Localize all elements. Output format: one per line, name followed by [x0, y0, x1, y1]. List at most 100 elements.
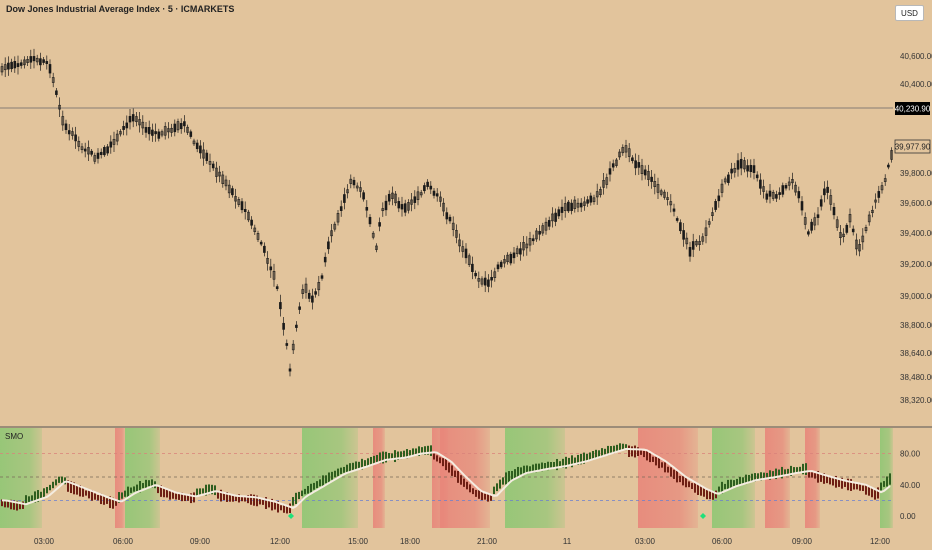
oscillator-bar	[319, 479, 321, 487]
candle-body	[279, 302, 282, 310]
oscillator-bar	[658, 457, 660, 469]
oscillator-bar	[223, 492, 225, 501]
oscillator-bar	[883, 481, 885, 487]
candle-body	[400, 204, 404, 210]
candle-body	[173, 123, 177, 133]
oscillator-bar	[403, 450, 405, 459]
oscillator-bar	[547, 461, 549, 471]
oscillator-bar	[448, 462, 450, 473]
oscillator-bar	[406, 449, 408, 459]
candle-body	[195, 142, 199, 150]
candle-body	[576, 202, 580, 208]
candle-body	[880, 185, 884, 191]
oscillator-bar	[805, 463, 807, 475]
candle-body	[656, 184, 660, 193]
candle-body	[883, 178, 887, 182]
candle-body	[647, 171, 650, 180]
candle-body	[791, 179, 794, 184]
candle-body	[771, 191, 775, 199]
oscillator-bar	[553, 461, 555, 469]
candle-body	[659, 190, 663, 195]
candle-body	[10, 61, 13, 70]
candle-body	[151, 129, 154, 136]
oscillator-bar	[592, 450, 594, 460]
oscillator-bar	[760, 472, 762, 481]
candle-body	[602, 180, 605, 188]
oscillator-bar	[91, 490, 93, 501]
candle-body	[890, 150, 893, 160]
oscillator-bar	[580, 453, 582, 465]
candle-body	[183, 121, 186, 127]
candle-body	[723, 178, 727, 183]
candle-body	[682, 230, 685, 240]
candle-body	[701, 236, 705, 242]
oscillator-bar	[736, 478, 738, 486]
oscillator-bar	[244, 496, 246, 502]
candle-body	[109, 141, 113, 148]
candle-body	[243, 209, 247, 212]
candle-body	[794, 184, 797, 193]
oscillator-bar	[589, 452, 591, 461]
candle-body	[231, 188, 234, 196]
oscillator-bar	[400, 451, 402, 460]
candle-body	[13, 60, 17, 69]
oscillator-bar	[733, 480, 735, 487]
oscillator-bar	[343, 466, 345, 473]
candle-body	[736, 160, 740, 170]
oscillator-bar	[889, 473, 891, 485]
candle-body	[557, 209, 561, 217]
candle-body	[615, 159, 618, 166]
oscillator-bar	[694, 482, 696, 493]
oscillator-bar	[871, 488, 873, 498]
candle-body	[567, 201, 570, 212]
candle-body	[343, 194, 346, 203]
candle-body	[887, 164, 890, 168]
oscillator-bar	[172, 491, 174, 499]
candle-body	[346, 189, 349, 194]
oscillator-bar	[742, 477, 744, 484]
candle-body	[403, 203, 407, 213]
last-price-label: 40,230.90	[895, 105, 931, 114]
oscillator-bar	[697, 484, 699, 495]
oscillator-bar	[88, 490, 90, 499]
candle-body	[544, 221, 548, 231]
time-tick-label: 12:00	[270, 537, 291, 546]
oscillator-bar	[490, 494, 492, 501]
oscillator-bars	[1, 443, 891, 514]
oscillator-bar	[508, 471, 510, 483]
candle-body	[375, 245, 378, 250]
indicator-name[interactable]: SMO	[5, 432, 24, 441]
price-tick-label: 39,800.00	[900, 169, 932, 178]
oscillator-bar	[571, 455, 573, 468]
candle-body	[874, 199, 877, 203]
oscillator-bar	[115, 500, 117, 506]
candle-body	[199, 145, 202, 154]
oscillator-bar	[451, 465, 453, 476]
candle-body	[410, 199, 413, 205]
candle-body	[61, 116, 65, 126]
oscillator-bar	[1, 499, 3, 507]
oscillator-bar	[220, 489, 222, 502]
oscillator-bar	[859, 482, 861, 491]
candle-body	[848, 214, 852, 223]
candle-body	[227, 184, 231, 194]
oscillator-bar	[529, 466, 531, 473]
oscillator-bar	[289, 503, 291, 514]
oscillator-bar	[598, 450, 600, 457]
oscillator-bar	[100, 493, 102, 505]
oscillator-bar	[262, 499, 264, 505]
candle-body	[45, 61, 49, 64]
candle-body	[643, 169, 647, 176]
oscillator-bar	[703, 488, 705, 497]
oscillator-levels	[0, 453, 893, 501]
currency-button[interactable]: USD	[895, 5, 924, 21]
oscillator-bar	[106, 498, 108, 504]
candle-body	[365, 207, 369, 211]
candle-body	[823, 188, 826, 196]
oscillator-bar	[55, 479, 57, 486]
oscillator-bar	[643, 451, 645, 458]
candle-body	[378, 222, 381, 227]
candle-body	[211, 163, 215, 169]
oscillator-bar	[865, 484, 867, 495]
